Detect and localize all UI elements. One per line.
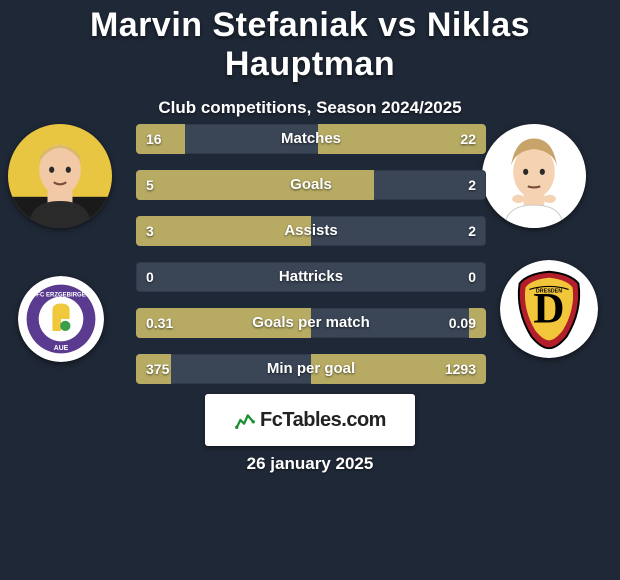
svg-text:AUE: AUE [54,345,69,352]
stat-row: 3751293Min per goal [136,354,486,384]
subtitle: Club competitions, Season 2024/2025 [0,98,620,118]
player1-avatar [8,124,112,228]
stat-row: 1622Matches [136,124,486,154]
stats-panel: 1622Matches 52Goals 32Assists 00Hattricks 0.… [136,124,486,400]
stat-label: Matches [136,124,486,154]
stat-row: 32Assists [136,216,486,246]
date-label: 26 january 2025 [0,454,620,474]
svg-text:FC ERZGEBIRGE: FC ERZGEBIRGE [36,293,85,299]
stat-label: Goals per match [136,308,486,338]
brand-text: FcTables.com [260,409,386,432]
brand-icon [234,409,256,431]
stat-row: 0.310.09Goals per match [136,308,486,338]
stat-row: 00Hattricks [136,262,486,292]
brand-badge: FcTables.com [205,394,415,446]
page-title: Marvin Stefaniak vs Niklas Hauptman [0,0,620,84]
stat-row: 52Goals [136,170,486,200]
club2-badge: D DRESDEN [500,260,598,358]
club1-badge: FC ERZGEBIRGE AUE [18,276,104,362]
player2-avatar [482,124,586,228]
stat-label: Goals [136,170,486,200]
stat-label: Min per goal [136,354,486,384]
svg-text:DRESDEN: DRESDEN [536,288,562,294]
stat-label: Assists [136,216,486,246]
stat-label: Hattricks [136,262,486,292]
